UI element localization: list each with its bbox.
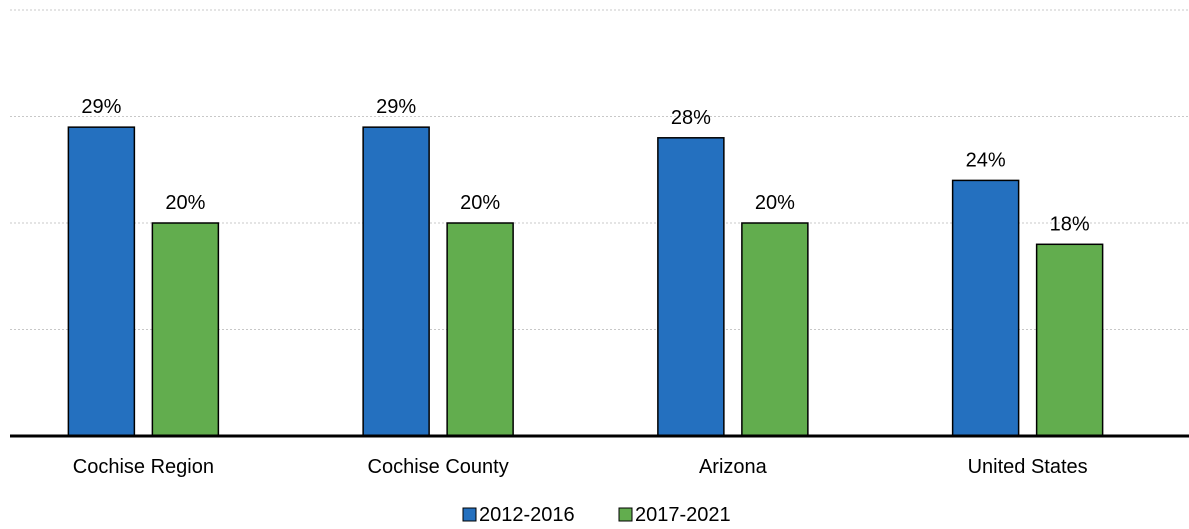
category-labels-group: Cochise Region Cochise County Arizona Unite… [73, 456, 1088, 478]
legend-swatch [618, 507, 633, 522]
bar-series1 [657, 137, 725, 437]
category-label: Cochise County [368, 456, 509, 478]
bar-series2 [151, 222, 220, 437]
category-label: Arizona [699, 456, 768, 478]
data-label: 29% [81, 96, 121, 118]
category-label: United States [968, 456, 1088, 478]
bar-series2 [741, 222, 809, 437]
data-labels-group: 29% 20% 29% 20% 28% 20% 24% 18% [81, 96, 1089, 235]
bars-group [67, 126, 1104, 437]
data-label: 20% [460, 192, 500, 214]
legend: 2012-2016 2017-2021 [462, 504, 731, 526]
data-label: 29% [376, 96, 416, 118]
bar-series2 [446, 222, 514, 437]
bar-series1 [67, 126, 136, 437]
bar-series1 [362, 126, 430, 437]
legend-label: 2012-2016 [479, 504, 575, 526]
data-label: 20% [165, 192, 205, 214]
legend-label: 2017-2021 [635, 504, 731, 526]
data-label: 20% [755, 192, 795, 214]
bar-series1 [951, 179, 1020, 437]
bar-series2 [1035, 243, 1104, 437]
data-label: 18% [1050, 213, 1090, 235]
data-label: 28% [671, 107, 711, 129]
data-label: 24% [966, 149, 1006, 171]
legend-swatch [462, 507, 477, 522]
category-label: Cochise Region [73, 456, 214, 478]
